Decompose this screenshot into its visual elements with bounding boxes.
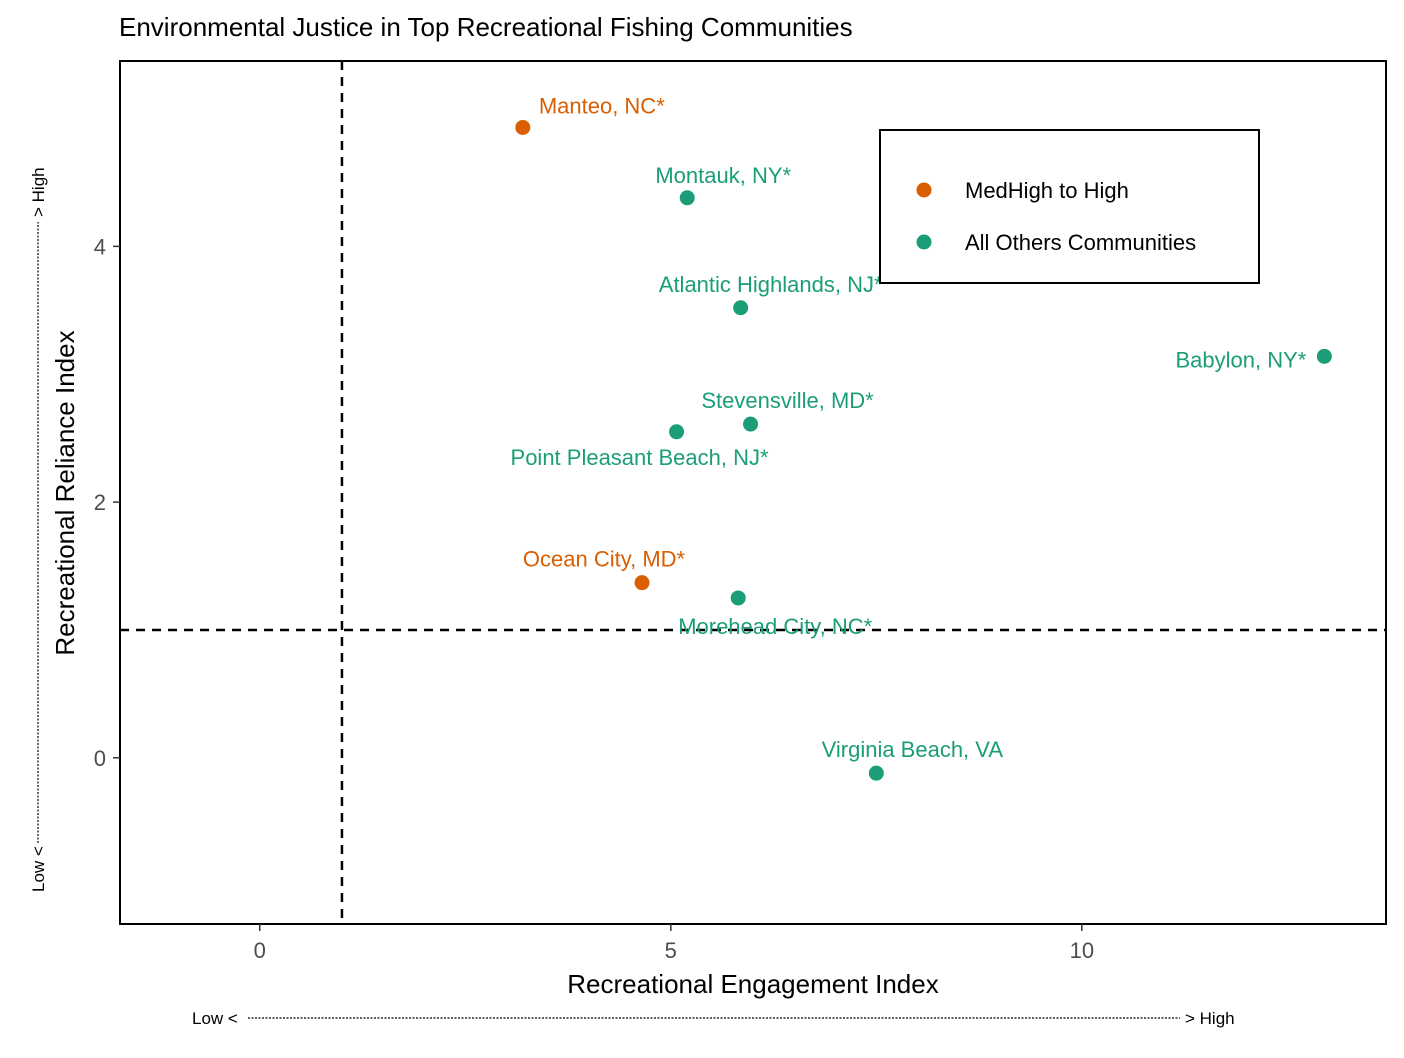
legend: MedHigh to High All Others Communities [879,129,1260,284]
reference-lines [120,61,1386,924]
legend-label-medhigh-to-high: MedHigh to High [965,178,1129,203]
point-ocean-city-md [634,575,650,591]
legend-key-all-others-communities [916,234,932,250]
label-manteo-nc: Manteo, NC* [539,93,665,118]
x-axis-arrow: Low < > High [192,1009,1235,1028]
label-atlantic-highlands-nj: Atlantic Highlands, NJ* [659,272,883,297]
chart-title: Environmental Justice in Top Recreationa… [119,12,853,42]
x-tick-label: 0 [254,938,266,963]
y-axis: 0 2 4 [94,234,120,771]
label-morehead-city-nc: Morehead City, NC* [678,614,872,639]
point-point-pleasant-beach-nj [669,424,685,440]
legend-box [879,129,1260,284]
point-virginia-beach-va [868,765,884,781]
legend-label-all-others-communities: All Others Communities [965,230,1196,255]
y-tick-label: 2 [94,490,106,515]
label-babylon-ny: Babylon, NY* [1175,347,1306,372]
y-tick-label: 0 [94,746,106,771]
y-tick-label: 4 [94,234,106,259]
y-axis-title-group: Recreational Reliance Index [50,330,80,655]
label-point-pleasant-beach-nj: Point Pleasant Beach, NJ* [511,445,769,470]
plot-panel-border [119,60,1387,925]
x-arrow-low-label: Low < [192,1009,238,1028]
x-arrow-high-label: > High [1185,1009,1235,1028]
y-arrow-high-label: > High [29,167,48,217]
data-points [515,119,1332,781]
x-tick-label: 5 [665,938,677,963]
point-morehead-city-nc [730,590,746,606]
legend-key-medhigh-to-high [916,182,932,198]
point-babylon-ny [1316,348,1332,364]
x-axis-title: Recreational Engagement Index [567,969,938,999]
x-tick-label: 10 [1070,938,1094,963]
point-manteo-nc [515,119,531,135]
y-arrow-low-label: Low < [29,846,48,892]
label-stevensville-md: Stevensville, MD* [701,388,874,413]
point-labels: Manteo, NC* Ocean City, MD* Montauk, NY* At… [511,93,1307,762]
label-montauk-ny: Montauk, NY* [655,163,791,188]
point-atlantic-highlands-nj [733,300,749,316]
y-axis-title: Recreational Reliance Index [50,330,80,655]
point-montauk-ny [679,190,695,206]
x-axis: 0 5 10 [254,924,1094,963]
label-ocean-city-md: Ocean City, MD* [523,547,686,572]
label-virginia-beach-va: Virginia Beach, VA [822,737,1004,762]
y-axis-arrow: Low < > High [29,167,48,892]
point-stevensville-md [743,416,759,432]
